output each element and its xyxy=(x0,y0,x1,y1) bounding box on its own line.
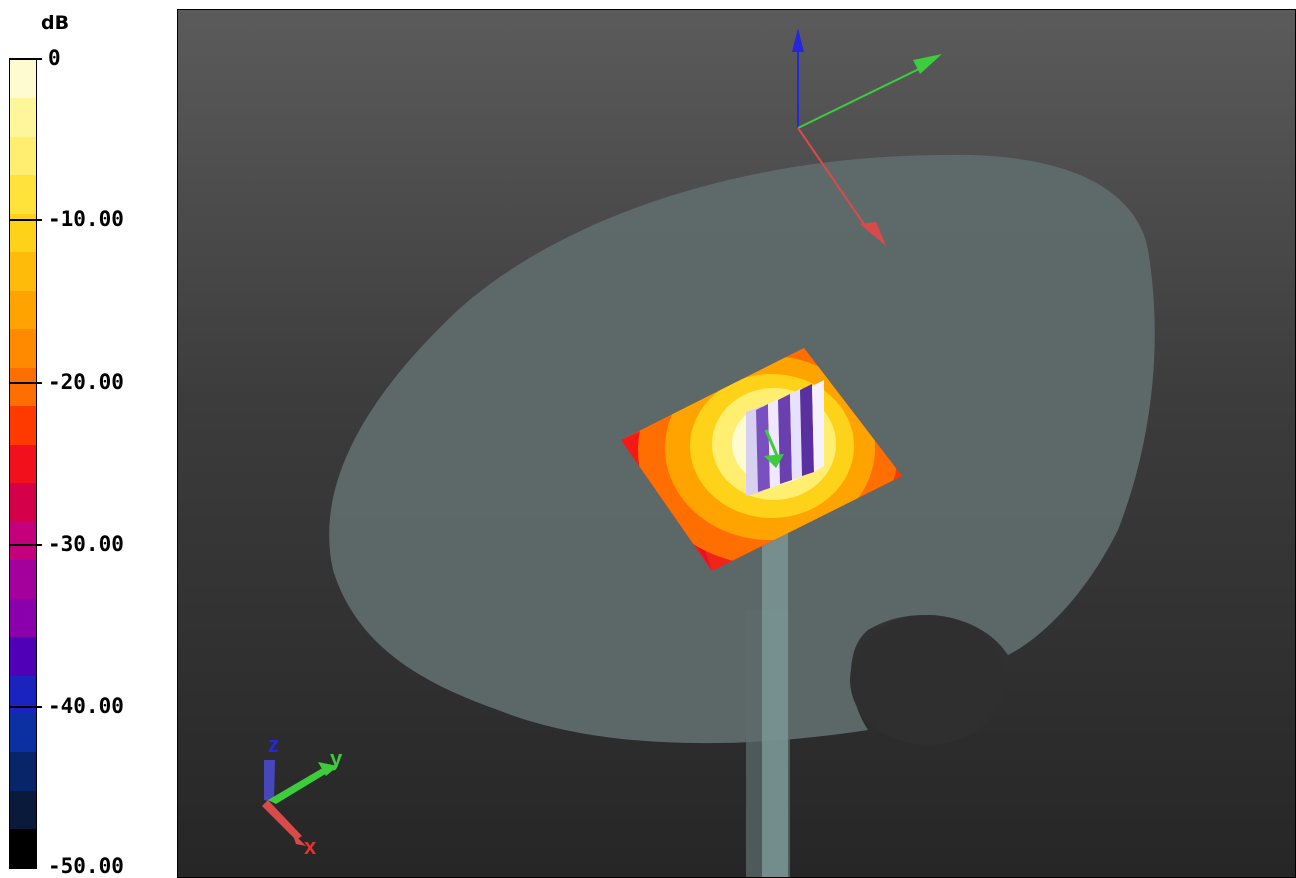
dipole-array xyxy=(746,380,824,496)
legend-swatch xyxy=(10,252,36,291)
legend-tick-mark xyxy=(9,382,42,384)
orientation-triad: z y x xyxy=(262,732,343,859)
color-legend: dB 0 -10.00 -20.00 -30.00 -40.00 -50.00 xyxy=(0,0,176,878)
legend-tick-mark xyxy=(9,58,42,60)
ground-plane-cutout xyxy=(850,615,1006,745)
legend-tick-mark xyxy=(9,706,42,708)
feed-line xyxy=(762,530,788,877)
legend-swatch xyxy=(10,367,36,407)
legend-swatch xyxy=(10,175,36,214)
legend-swatch xyxy=(10,790,36,830)
legend-swatch xyxy=(10,483,36,522)
legend-unit-label: dB xyxy=(41,12,70,34)
legend-tick-label: -10.00 xyxy=(48,207,124,231)
legend-swatch xyxy=(10,98,36,137)
legend-swatch xyxy=(10,598,36,638)
legend-swatch xyxy=(10,637,36,676)
legend-swatch xyxy=(10,136,36,176)
legend-tick-label: -20.00 xyxy=(48,370,124,394)
legend-swatch xyxy=(10,752,36,791)
legend-swatch xyxy=(10,406,36,445)
triad-z-label: z xyxy=(268,732,279,757)
legend-swatch xyxy=(10,329,36,368)
legend-tick-mark xyxy=(9,219,42,221)
legend-swatch xyxy=(10,444,36,484)
triad-x-label: x xyxy=(304,834,317,859)
legend-tick-label: -50.00 xyxy=(48,854,124,878)
legend-tick-mark xyxy=(9,544,42,546)
legend-swatch xyxy=(10,521,36,561)
3d-viewport[interactable]: z y x xyxy=(177,9,1296,878)
legend-swatch xyxy=(10,675,36,714)
scene-axes xyxy=(792,28,942,246)
legend-swatch xyxy=(10,290,36,330)
legend-tick-label: 0 xyxy=(48,46,61,70)
legend-tick-label: -40.00 xyxy=(48,694,124,718)
legend-swatch xyxy=(10,829,36,868)
legend-color-bar xyxy=(9,59,37,869)
legend-swatch xyxy=(10,713,36,753)
triad-y-label: y xyxy=(330,746,343,771)
legend-swatch xyxy=(10,560,36,599)
legend-tick-label: -30.00 xyxy=(48,532,124,556)
scene-canvas[interactable]: z y x xyxy=(178,10,1296,878)
legend-swatch xyxy=(10,60,36,99)
